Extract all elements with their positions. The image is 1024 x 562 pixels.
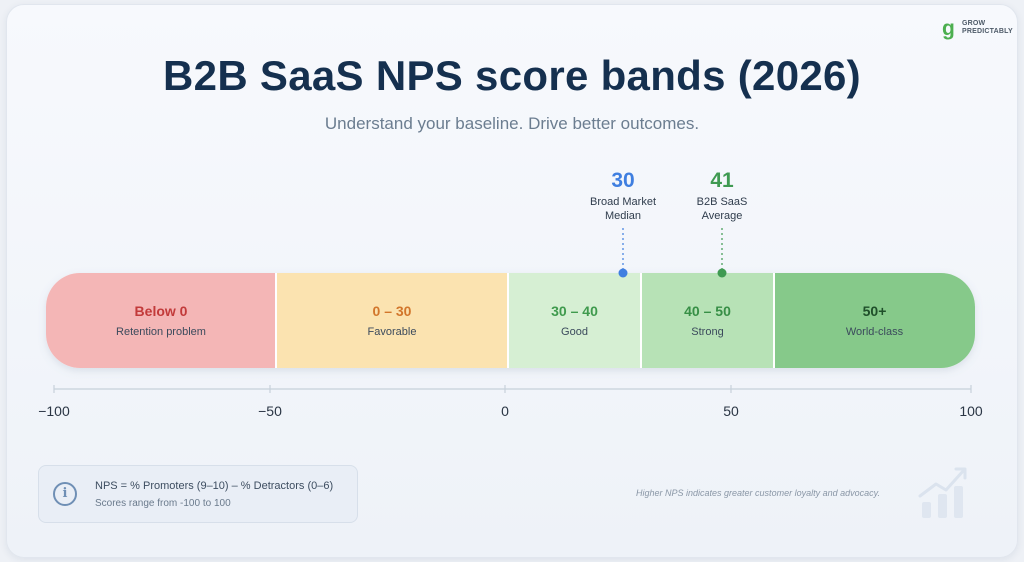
band-segment-3 — [641, 273, 774, 368]
page-title: B2B SaaS NPS score bands (2026) — [163, 52, 861, 99]
marker-dot — [618, 268, 628, 278]
band-description: Favorable — [368, 326, 417, 338]
band-description: World-class — [846, 326, 904, 338]
band-description: Retention problem — [116, 326, 206, 338]
brand-logo: g — [942, 17, 955, 40]
page-subtitle: Understand your baseline. Drive better o… — [324, 114, 700, 133]
band-range-label: Below 0 — [135, 303, 188, 319]
brand-name: GROW PREDICTABLY — [962, 20, 1013, 36]
band-range-label: 50+ — [863, 303, 887, 319]
trend-chart-icon — [918, 467, 967, 518]
marker-name-label: Median — [605, 210, 641, 222]
band-range-label: 40 – 50 — [684, 303, 731, 319]
brand-mark: g — [942, 17, 955, 40]
band-range-label: 30 – 40 — [551, 303, 598, 319]
nps-formula: NPS = % Promoters (9–10) – % Detractors … — [95, 480, 334, 492]
x-tick-label: 100 — [959, 403, 983, 419]
band-segment-0 — [46, 273, 276, 368]
formula-info-box: i NPS = % Promoters (9–10) – % Detractor… — [38, 465, 358, 523]
marker-value-label: 30 — [611, 169, 634, 192]
band-description: Good — [561, 326, 588, 338]
x-tick-label: 0 — [501, 403, 509, 419]
brand-name-line2: PREDICTABLY — [962, 28, 1013, 35]
x-tick-label: −50 — [258, 403, 282, 419]
marker-name-label: B2B SaaS — [697, 196, 748, 208]
marker-dot — [717, 268, 727, 278]
marker-name-label: Average — [702, 210, 743, 222]
footnote: Higher NPS indicates greater customer lo… — [636, 488, 880, 498]
band-description: Strong — [691, 326, 723, 338]
x-tick-label: 50 — [723, 403, 739, 419]
band-range-label: 0 – 30 — [373, 303, 412, 319]
band-bar — [46, 273, 975, 368]
marker-name-label: Broad Market — [590, 196, 656, 208]
brand-name-line1: GROW — [962, 20, 986, 27]
band-segment-1 — [276, 273, 508, 368]
marker-value-label: 41 — [710, 169, 734, 192]
info-icon: i — [53, 482, 77, 506]
band-segment-4 — [774, 273, 975, 368]
band-segment-2 — [508, 273, 641, 368]
score-range-note: Scores range from -100 to 100 — [95, 498, 231, 509]
x-tick-label: −100 — [38, 403, 70, 419]
